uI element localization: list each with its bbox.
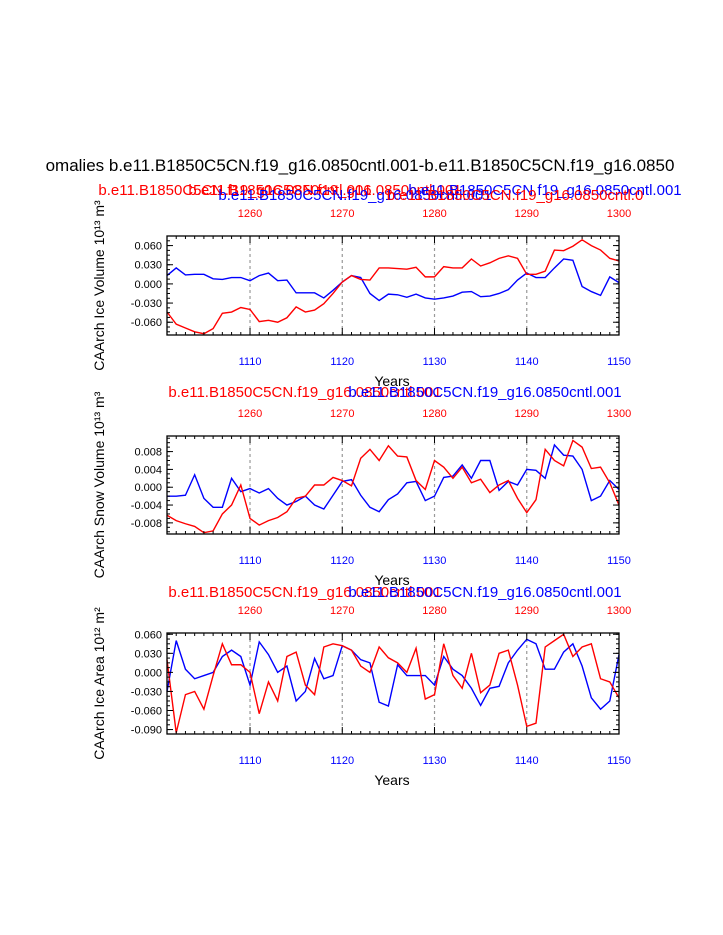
ice-volume-series-blue [166,258,620,302]
snow-volume-xtick-bottom-label: 1110 [239,555,262,567]
snow-volume-title-1: b.e11.B1850C5CN.f19_g16.0850cntl.001 [348,384,621,401]
panels: b.e11.B1850C5CN.f19_g16.0850cntl.001b.e1… [91,182,682,788]
ice-area-ylabel: CAArch Ice Area 10¹² m² [91,607,107,760]
snow-volume-xtick-bottom-label: 1140 [515,555,539,567]
ice-volume-ytick-label: -0.030 [131,298,162,310]
ice-area-xtick-bottom-label: 1110 [239,755,262,767]
snow-volume-ytick-label: -0.004 [131,500,162,512]
snow-volume-xtick-bottom-label: 1130 [423,555,447,567]
snow-volume-ytick-label: 0.000 [134,482,162,494]
ice-area-xtick-top-label: 1270 [330,605,354,617]
ice-volume-xtick-bottom-label: 1130 [423,356,447,368]
ice-area-xtick-top-label: 1280 [422,605,446,617]
ice-area-ytick-label: -0.030 [131,686,162,698]
snow-volume-ytick-label: 0.008 [134,447,162,459]
snow-volume-title-0: b.e11.B1850C5CN.f19_g16.0850cntl.001 [168,384,441,401]
snow-volume-xtick-bottom-label: 1150 [607,555,631,567]
ice-volume-title-2: b.e11.B1850C5CN.f19_g16.0850cntl.001 [408,182,681,199]
ice-volume-xtick-top-label: 1290 [515,208,539,220]
ice-area-title-0: b.e11.B1850C5CN.f19_g16.0850cntl.001 [168,584,441,601]
snow-volume-plot-frame [166,435,620,535]
ice-area-ytick-label: 0.030 [134,648,162,660]
snow-volume-xtick-top-label: 1260 [238,408,262,420]
snow-volume-xlabel: Years [374,572,409,588]
ice-volume-xlabel: Years [374,373,409,389]
ice-volume-xtick-top-label: 1280 [422,208,446,220]
ice-area-xtick-top-label: 1260 [238,605,262,617]
ice-area-xtick-bottom-label: 1120 [330,755,354,767]
ice-volume-xtick-top-label: 1270 [330,208,354,220]
snow-volume-panel: b.e11.B1850C5CN.f19_g16.0850cntl.001b.e1… [91,384,631,588]
ice-volume-ylabel: CAArch Ice Volume 10¹³ m³ [91,200,107,371]
snow-volume-xtick-bottom-label: 1120 [330,555,354,567]
snow-volume-xtick-top-label: 1280 [422,408,446,420]
ice-area-xtick-bottom-label: 1150 [607,755,631,767]
snow-volume-xtick-top-label: 1270 [330,408,354,420]
ice-area-ytick-label: -0.060 [131,705,162,717]
ice-area-xlabel: Years [374,772,409,788]
snow-volume-xtick-top-label: 1290 [515,408,539,420]
ice-volume-xtick-top-label: 1300 [607,208,631,220]
ice-volume-xtick-top-label: 1260 [238,208,262,220]
ice-volume-title-1: b.e11.B1850C5CN.f19_g16.0850cntl.001 [188,182,461,199]
ice-volume-xtick-bottom-label: 1120 [330,356,354,368]
ice-area-title-1: b.e11.B1850C5CN.f19_g16.0850cntl.001 [348,584,621,601]
snow-volume-ytick-label: 0.004 [134,464,162,476]
snow-volume-ytick-label: -0.008 [131,518,162,530]
snow-volume-xtick-top-label: 1300 [607,408,631,420]
ice-area-xtick-top-label: 1290 [515,605,539,617]
ice-area-ytick-label: 0.000 [134,667,162,679]
ice-volume-title-3: b.e11.B1850C5CN.f19_g16.0850cntl.001 [218,187,491,204]
ice-volume-ytick-label: -0.060 [131,317,162,329]
ice-volume-xtick-bottom-label: 1140 [515,356,539,368]
snow-volume-series-red [166,439,620,534]
ice-volume-panel: b.e11.B1850C5CN.f19_g16.0850cntl.001b.e1… [91,182,682,389]
snow-volume-series-blue [167,443,620,513]
ice-volume-ytick-label: 0.030 [134,260,162,272]
ice-area-xtick-bottom-label: 1130 [423,755,447,767]
ice-volume-title-0: b.e11.B1850C5CN.f19_g16.0850cntl.001 [98,182,371,199]
ice-area-ytick-label: -0.090 [131,725,162,737]
ice-area-series-red [166,633,620,733]
ice-area-plot-frame [166,632,620,735]
main-title: omalies b.e11.B1850C5CN.f19_g16.0850cntl… [46,156,675,175]
ice-area-ytick-label: 0.060 [134,629,162,641]
ice-volume-ytick-label: 0.060 [134,241,162,253]
snow-volume-ylabel: CAArch Snow Volume 10¹³ m³ [91,391,107,578]
ice-area-series-blue [166,638,620,711]
ice-volume-plot-frame [166,235,620,336]
ice-volume-xtick-bottom-label: 1110 [239,356,262,368]
ice-area-panel: b.e11.B1850C5CN.f19_g16.0850cntl.001b.e1… [91,584,631,788]
ice-volume-series-red [166,238,620,335]
ice-volume-ytick-label: 0.000 [134,279,162,291]
ice-volume-xtick-bottom-label: 1150 [607,356,631,368]
ice-area-xtick-bottom-label: 1140 [515,755,539,767]
ice-area-xtick-top-label: 1300 [607,605,631,617]
ice-volume-title-4: b.e11.B1850C5CN.f19_g16.0850cntl.0 [387,187,644,204]
